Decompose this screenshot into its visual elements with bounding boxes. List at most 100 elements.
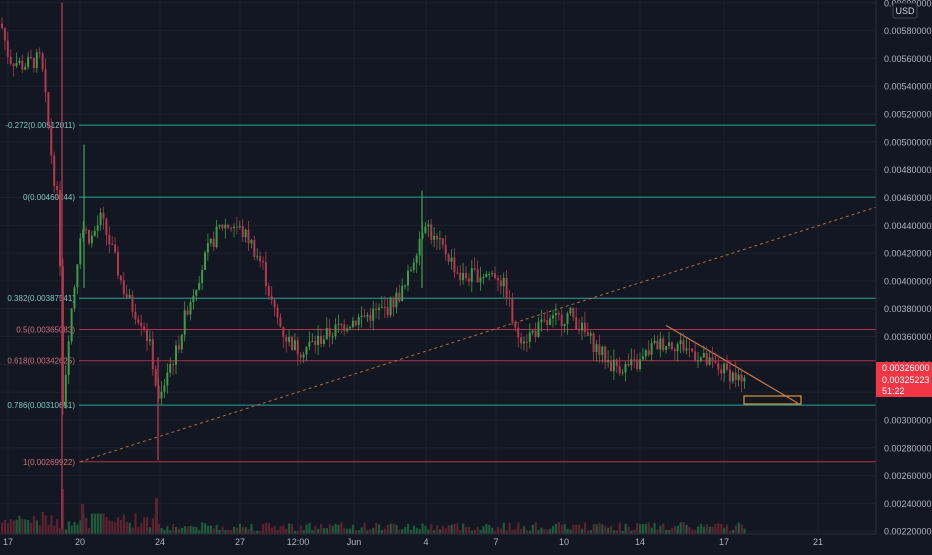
volume-bar — [218, 529, 221, 534]
time-tick-label: 17 — [3, 537, 13, 547]
candle-body — [308, 342, 311, 347]
candle-body — [479, 277, 482, 283]
candle-body — [256, 256, 259, 258]
volume-bar — [717, 523, 720, 534]
candle-body — [291, 336, 293, 351]
candle-body — [198, 283, 201, 290]
dashed-trend-line[interactable] — [79, 206, 877, 463]
candle-body — [61, 266, 64, 407]
volume-bar-spike — [81, 504, 84, 534]
candle-body — [726, 363, 728, 370]
volume-bar — [528, 530, 531, 534]
volume-bar — [517, 522, 520, 534]
fib-level-label: 0(0.00460244) — [23, 193, 75, 202]
volume-bar — [641, 524, 645, 534]
candle-body — [305, 346, 308, 355]
volume-bar — [235, 527, 239, 534]
candle-body — [79, 238, 82, 265]
time-tick-label: 12:00 — [287, 537, 310, 547]
volume-bar — [244, 527, 247, 534]
last-price-label: 0.00326000 — [882, 363, 930, 373]
candle-body — [24, 66, 27, 70]
volume-bar — [79, 520, 82, 534]
candle-body — [47, 92, 50, 127]
candle-body — [366, 315, 369, 317]
trend-lines[interactable] — [79, 206, 877, 463]
volume-bar — [183, 526, 186, 534]
candle-body — [67, 341, 70, 375]
candle-body — [441, 238, 444, 245]
volume-bar — [166, 526, 169, 534]
volume-bar — [27, 519, 30, 534]
volume-bar — [592, 524, 595, 534]
candle-body — [415, 255, 418, 263]
candle-body — [517, 327, 520, 338]
candle-body — [528, 332, 531, 342]
candle-body — [302, 354, 305, 358]
candle-body — [90, 235, 93, 244]
candle-body — [73, 287, 76, 309]
candle-body — [227, 224, 230, 228]
volume-bar — [673, 526, 676, 534]
volume-bar — [586, 530, 589, 534]
candle-body — [444, 244, 447, 255]
candle-body — [494, 273, 496, 279]
candle-body — [453, 257, 456, 273]
volume-bar — [438, 529, 442, 534]
volume-bar — [702, 526, 705, 534]
volume-bar — [293, 530, 297, 534]
volume-bar — [514, 529, 517, 534]
candle-body — [575, 317, 578, 330]
volume-bar — [502, 522, 505, 534]
time-axis[interactable]: 17 20 24 27 12:00 Jun 4 7 10 14 17 21 — [0, 533, 876, 547]
candle-body — [566, 313, 569, 324]
volume-bar — [676, 525, 679, 534]
candle-body — [557, 313, 560, 315]
volume-bar — [467, 526, 471, 534]
volume-bar — [360, 527, 363, 534]
volume-bar — [583, 522, 587, 534]
currency-badge[interactable]: USD — [892, 2, 918, 19]
volume-bar — [233, 526, 236, 534]
candle-body — [105, 218, 108, 235]
volume-bar — [180, 527, 183, 534]
price-tick-label: 0.00520000 — [884, 110, 932, 120]
volume-bar — [169, 530, 172, 534]
candle-body — [38, 52, 41, 54]
volume-bar — [540, 527, 543, 534]
volume-bar — [462, 523, 465, 534]
candle-body — [114, 244, 117, 253]
volume-bar — [436, 525, 439, 534]
price-badges: 0.00326000 0.00325223 51:22 — [876, 362, 932, 397]
price-axis[interactable]: 0.006000000.005800000.005600000.00540000… — [875, 0, 932, 537]
fib-level-label: 1(0.00269922) — [23, 458, 75, 467]
time-tick-label: Jun — [347, 537, 362, 547]
volume-bar — [317, 528, 320, 534]
volume-bar — [415, 527, 418, 534]
candle-body — [30, 56, 32, 58]
candle-body — [380, 307, 383, 309]
volume-bar — [665, 529, 668, 534]
time-tick-label: 14 — [635, 537, 645, 547]
candle-body — [363, 315, 366, 317]
volume-bar — [88, 527, 91, 534]
candle-body — [189, 302, 192, 315]
descending-trend-line[interactable] — [665, 324, 799, 404]
fibonacci-retracement[interactable]: -0.272(0.00512011) 0(0.00460244) 0.382(0.0… — [5, 121, 876, 467]
volume-bar — [85, 517, 88, 534]
candle-body — [702, 353, 705, 358]
candle-body — [375, 308, 378, 310]
volume-bar — [148, 527, 152, 534]
volume-bar — [639, 524, 642, 534]
volume-bar — [575, 524, 578, 534]
candle-body — [424, 226, 427, 233]
candle-body — [743, 377, 746, 382]
candle-body — [731, 372, 734, 382]
fib-level-label: 0.382(0.00387541) — [7, 294, 75, 303]
volume-bar — [525, 530, 529, 534]
volume-bar — [253, 530, 256, 534]
target-zone-box[interactable] — [743, 395, 802, 405]
volume-bar — [12, 520, 15, 534]
